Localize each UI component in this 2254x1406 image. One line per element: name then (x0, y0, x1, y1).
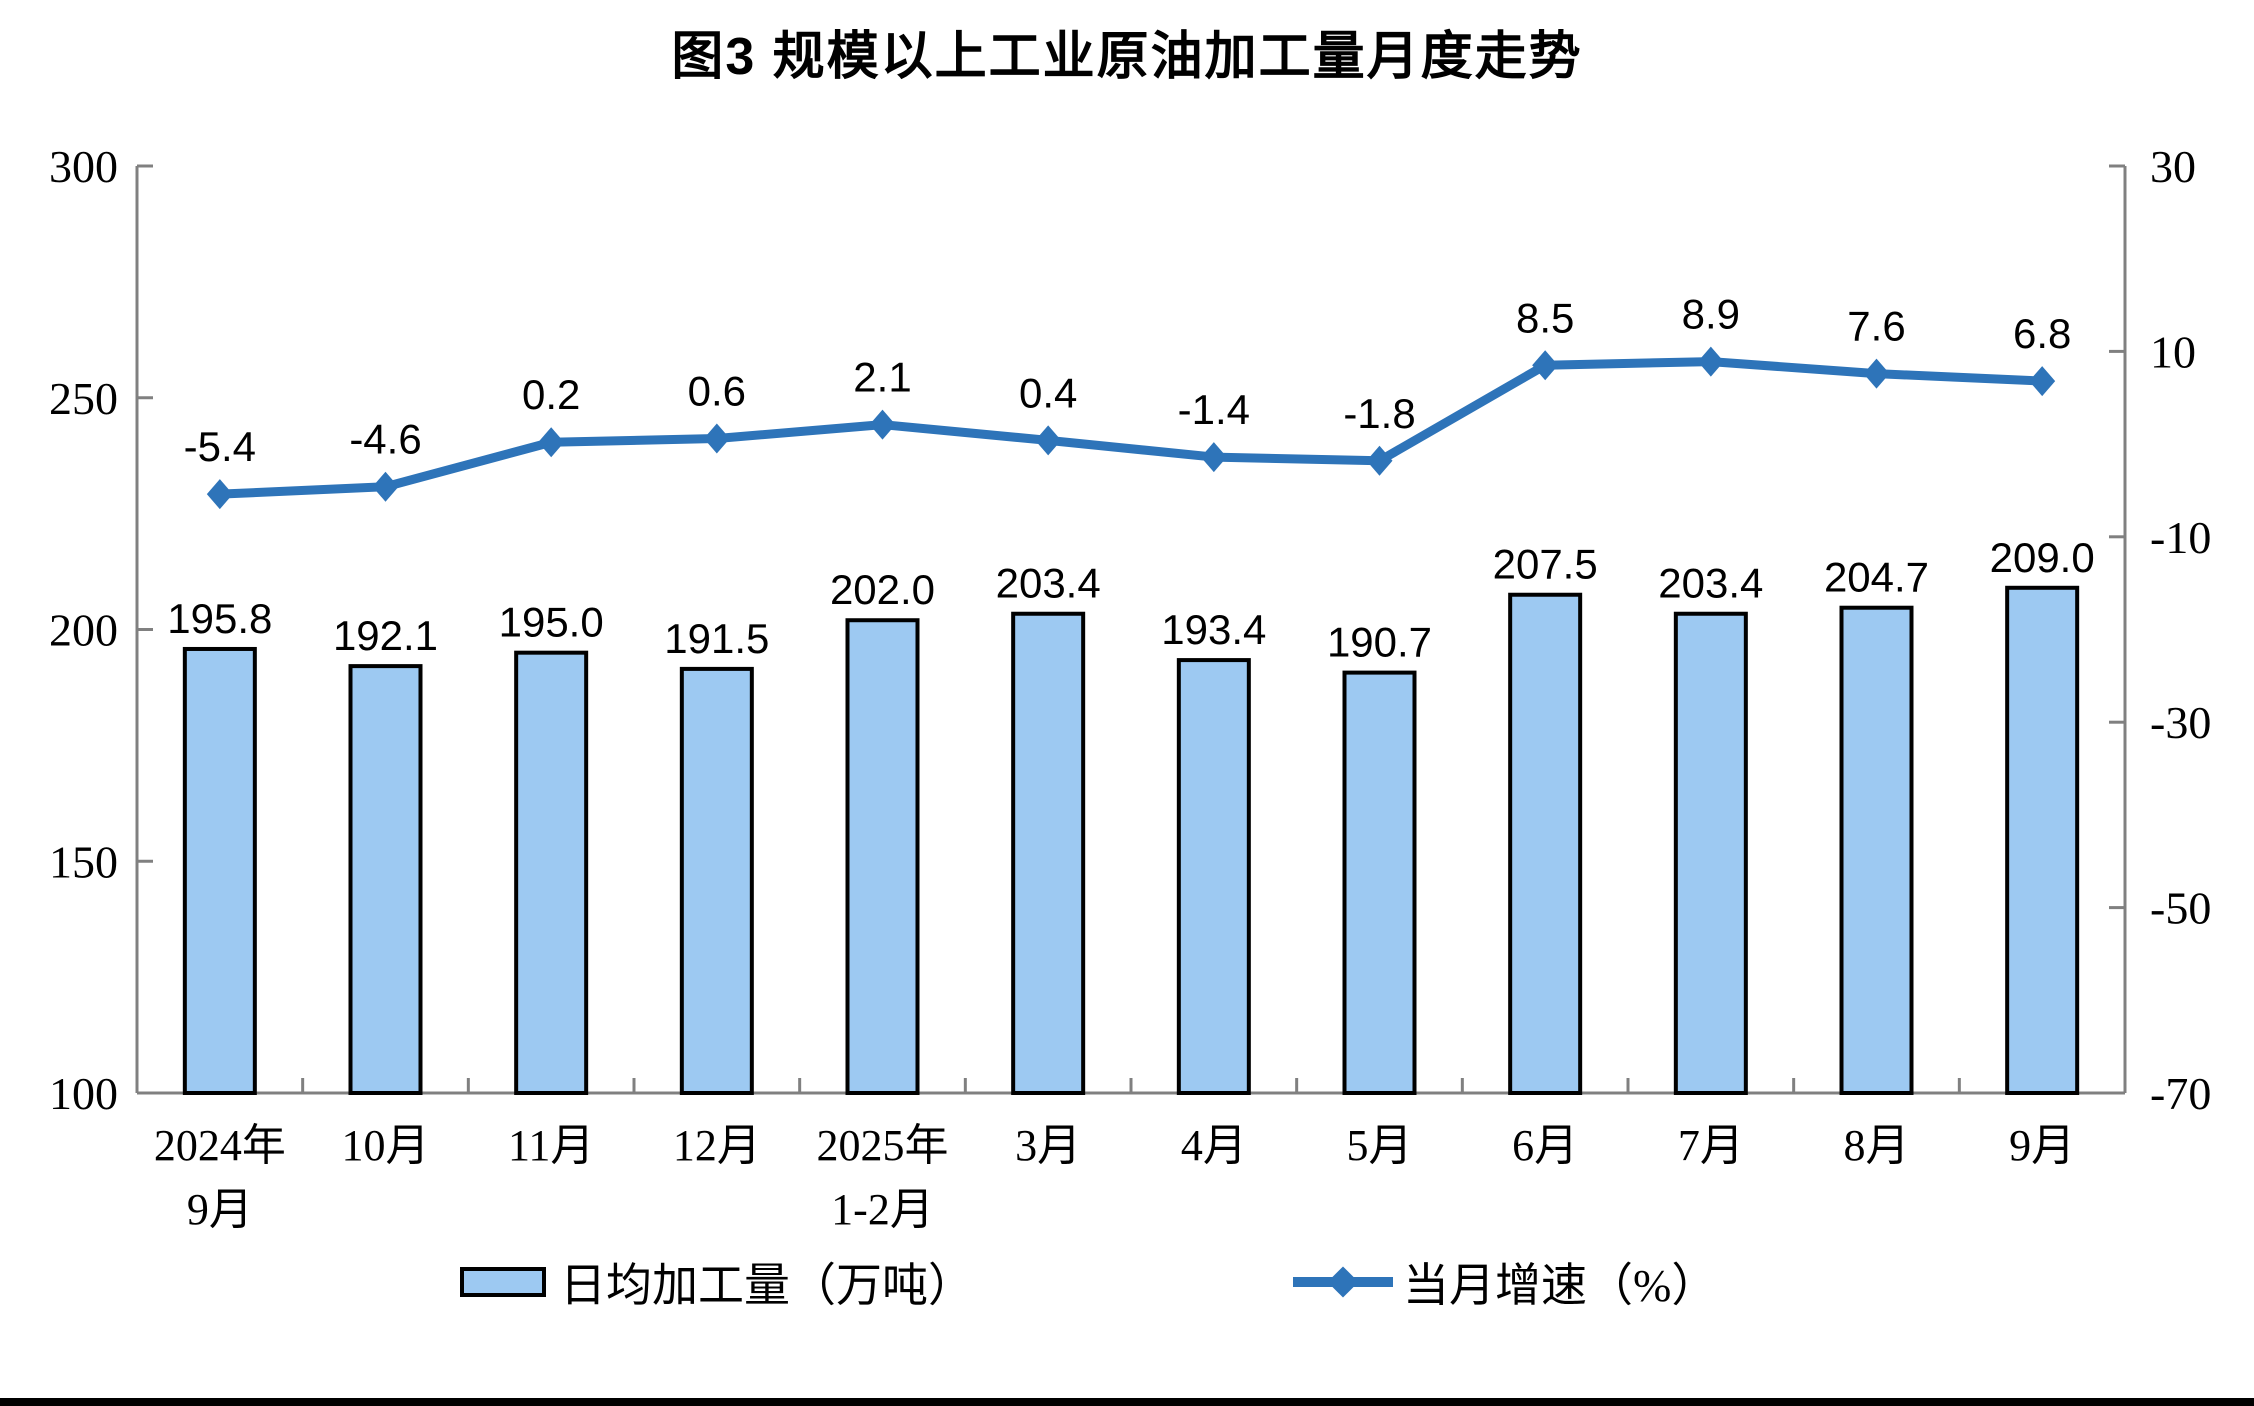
page-bottom-border (0, 1398, 2254, 1406)
line-data-label: -4.6 (349, 416, 421, 463)
legend-line-label: 当月增速（%） (1403, 1260, 1718, 1311)
line-marker (703, 423, 730, 454)
line-marker (1532, 350, 1559, 381)
right-axis-tick-label: -50 (2150, 883, 2211, 934)
line-marker (1366, 445, 1393, 476)
legend-item-bar-series: 日均加工量（万吨） (460, 1252, 974, 1312)
x-axis-category-label: 11月 (508, 1121, 594, 1170)
bar-data-label: 203.4 (1658, 560, 1763, 607)
x-axis-category-label: 5月 (1347, 1121, 1413, 1170)
bar-data-label: 193.4 (1161, 606, 1266, 653)
bar (1839, 605, 1914, 1095)
line-marker (538, 427, 565, 458)
x-axis-category-label: 3月 (1015, 1121, 1081, 1170)
right-axis-tick-label: -30 (2150, 697, 2211, 748)
bar-data-label: 207.5 (1493, 541, 1598, 588)
bar-data-label: 204.7 (1824, 554, 1929, 601)
right-axis-tick-label: -10 (2150, 512, 2211, 563)
x-axis-category-label: 7月 (1678, 1121, 1744, 1170)
line-marker (869, 409, 896, 440)
line-data-label: 6.8 (2013, 310, 2071, 357)
line-marker (1035, 425, 1062, 456)
bar (182, 646, 257, 1095)
line-data-label: 2.1 (853, 354, 911, 401)
x-axis-category-label: 8月 (1844, 1121, 1910, 1170)
bar (2005, 585, 2080, 1095)
line-data-label: 0.4 (1019, 369, 1077, 416)
bar-data-label: 209.0 (1990, 534, 2095, 581)
bar (348, 664, 423, 1096)
bar (514, 650, 589, 1095)
line-data-label: -5.4 (184, 423, 256, 470)
line-marker (206, 479, 233, 510)
x-axis-category-label: 9月 (2009, 1121, 2075, 1170)
bar (1673, 611, 1748, 1096)
line-swatch-icon (1293, 1266, 1393, 1298)
line-data-label: 8.5 (1516, 294, 1574, 341)
bar-data-label: 195.0 (499, 599, 604, 646)
x-axis-category-label: 2025年 1-2月 (817, 1121, 949, 1234)
bar-data-label: 203.4 (996, 560, 1101, 607)
bar-swatch-icon (460, 1267, 546, 1297)
bar-data-label: 192.1 (333, 612, 438, 659)
bar (1011, 611, 1086, 1096)
line-data-label: -1.4 (1178, 386, 1250, 433)
line-marker (1697, 346, 1724, 377)
right-axis-tick-label: 10 (2150, 326, 2196, 377)
bar (845, 618, 920, 1095)
bar-data-label: 202.0 (830, 566, 935, 613)
left-axis-tick-label: 150 (49, 836, 118, 887)
line-data-label: 8.9 (1682, 291, 1740, 338)
x-axis-category-label: 12月 (673, 1121, 761, 1170)
growth-line (215, 357, 2047, 499)
x-axis-category-label: 4月 (1181, 1121, 1247, 1170)
left-axis-tick-label: 100 (49, 1068, 118, 1119)
bar-data-label: 190.7 (1327, 619, 1432, 666)
line-marker (1200, 442, 1227, 473)
line-data-label: 7.6 (1847, 303, 1905, 350)
bar (1342, 670, 1417, 1096)
line-marker (372, 471, 399, 502)
line-data-label: 0.2 (522, 371, 580, 418)
line-marker (2029, 366, 2056, 397)
diamond-marker-icon (1327, 1266, 1359, 1298)
x-axis-category-label: 2024年 9月 (154, 1121, 286, 1234)
chart-title: 图3 规模以上工业原油加工量月度走势 (671, 28, 1583, 86)
x-axis-category-label: 10月 (342, 1121, 430, 1170)
bar (1508, 592, 1583, 1095)
legend-bar-label: 日均加工量（万吨） (560, 1260, 974, 1311)
line-data-label: -1.8 (1343, 390, 1415, 437)
left-axis-tick-label: 200 (49, 605, 118, 656)
legend: 日均加工量（万吨） 当月增速（%） (0, 1252, 2254, 1312)
left-axis-tick-label: 250 (49, 373, 118, 424)
line-marker (1863, 358, 1890, 389)
line-data-label: 0.6 (688, 368, 746, 415)
left-axis-tick-label: 300 (49, 141, 118, 192)
right-axis-tick-label: 30 (2150, 141, 2196, 192)
x-axis-category-label: 6月 (1512, 1121, 1578, 1170)
bar (1176, 658, 1251, 1095)
bar (679, 666, 754, 1096)
right-axis-tick-label: -70 (2150, 1068, 2211, 1119)
bar-data-label: 195.8 (167, 595, 272, 642)
bar-data-label: 191.5 (664, 615, 769, 662)
legend-item-line-series: 当月增速（%） (1293, 1252, 1717, 1312)
